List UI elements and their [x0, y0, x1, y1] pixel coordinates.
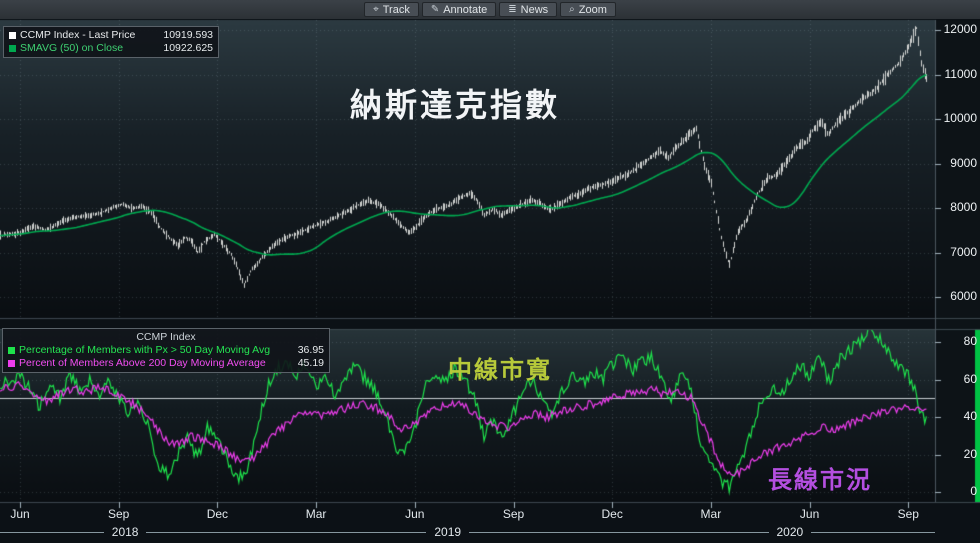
- zoom-button[interactable]: ⌕ Zoom: [560, 2, 616, 17]
- year-label: 2018: [0, 524, 251, 540]
- x-axis-month-label: Sep: [502, 507, 525, 521]
- main-chart-annotation: 納斯達克指數: [350, 87, 561, 123]
- x-axis-month-label: Jun: [10, 507, 30, 521]
- breadth-200d-label: Percent of Members Above 200 Day Moving …: [19, 357, 266, 369]
- y-axis-label-lower: 20: [963, 446, 977, 461]
- x-axis-month-label: Dec: [206, 507, 229, 521]
- last-price-value: 10919.593: [163, 29, 213, 41]
- y-axis-label-lower: 40: [963, 409, 977, 423]
- toolbar: ⌖ Track ✎ Annotate ≣ News ⌕ Zoom: [0, 0, 980, 19]
- smavg-value: 10922.625: [163, 42, 213, 54]
- smavg-swatch: [9, 45, 16, 52]
- x-axis-month-label: Jun: [799, 507, 820, 521]
- x-axis-month-label: Jun: [405, 507, 425, 521]
- long-term-condition-annotation: 長線市況: [768, 468, 872, 494]
- legend-row-smavg[interactable]: SMAVG (50) on Close 10922.625: [9, 42, 213, 55]
- y-axis-label-lower: 0: [970, 484, 977, 498]
- y-axis-label-main: 7000: [950, 244, 977, 259]
- x-axis-month-label: Sep: [108, 507, 130, 521]
- mid-term-breadth-annotation: 中線市寬: [448, 358, 552, 384]
- y-axis-label-main: 10000: [943, 111, 977, 125]
- legend-row-breadth-50d[interactable]: Percentage of Members with Px > 50 Day M…: [8, 344, 324, 357]
- y-axis-label-main: 9000: [950, 155, 977, 170]
- y-axis-label-lower: 60: [963, 371, 977, 386]
- breadth-50d-label: Percentage of Members with Px > 50 Day M…: [19, 344, 271, 356]
- lower-panel-title: CCMP Index: [136, 331, 196, 343]
- x-axis-month-label: Mar: [700, 507, 722, 521]
- y-axis-label-main: 6000: [950, 289, 977, 303]
- last-price-label: CCMP Index - Last Price: [20, 29, 136, 41]
- zoom-icon: ⌕: [569, 3, 575, 15]
- y-axis-label-main: 8000: [950, 200, 977, 214]
- x-axis-month-label: Dec: [601, 507, 623, 521]
- smavg-label: SMAVG (50) on Close: [20, 42, 124, 54]
- lower-chart-legend: CCMP Index Percentage of Members with Px…: [2, 328, 330, 373]
- breadth-200d-value: 45.19: [297, 357, 324, 369]
- track-button-label: Track: [382, 3, 410, 16]
- y-axis-label-main: 12000: [943, 22, 977, 36]
- x-axis-month-label: Sep: [897, 507, 919, 521]
- legend-row-breadth-200d[interactable]: Percent of Members Above 200 Day Moving …: [8, 357, 324, 370]
- news-button-label: News: [520, 3, 549, 16]
- track-icon: ⌖: [373, 3, 379, 15]
- annotate-button[interactable]: ✎ Annotate: [421, 2, 497, 17]
- y-axis-label-lower: 80: [963, 334, 977, 348]
- legend-row-last-price[interactable]: CCMP Index - Last Price 10919.593: [9, 29, 213, 42]
- breadth-50d-swatch: [8, 347, 15, 354]
- x-axis-month-label: Mar: [305, 507, 327, 521]
- main-chart-legend: CCMP Index - Last Price 10919.593 SMAVG …: [3, 26, 219, 58]
- news-button[interactable]: ≣ News: [499, 2, 558, 17]
- zoom-button-label: Zoom: [578, 3, 607, 16]
- news-icon: ≣: [508, 3, 517, 15]
- breadth-200d-swatch: [8, 360, 15, 367]
- breadth-50d-value: 36.95: [297, 344, 324, 356]
- year-label: 2019: [250, 524, 646, 540]
- annotate-icon: ✎: [430, 3, 440, 15]
- y-axis-label-main: 11000: [944, 66, 977, 81]
- year-label: 2020: [645, 524, 935, 540]
- annotate-button-label: Annotate: [443, 3, 488, 16]
- track-button[interactable]: ⌖ Track: [364, 2, 419, 17]
- last-price-swatch: [9, 32, 16, 39]
